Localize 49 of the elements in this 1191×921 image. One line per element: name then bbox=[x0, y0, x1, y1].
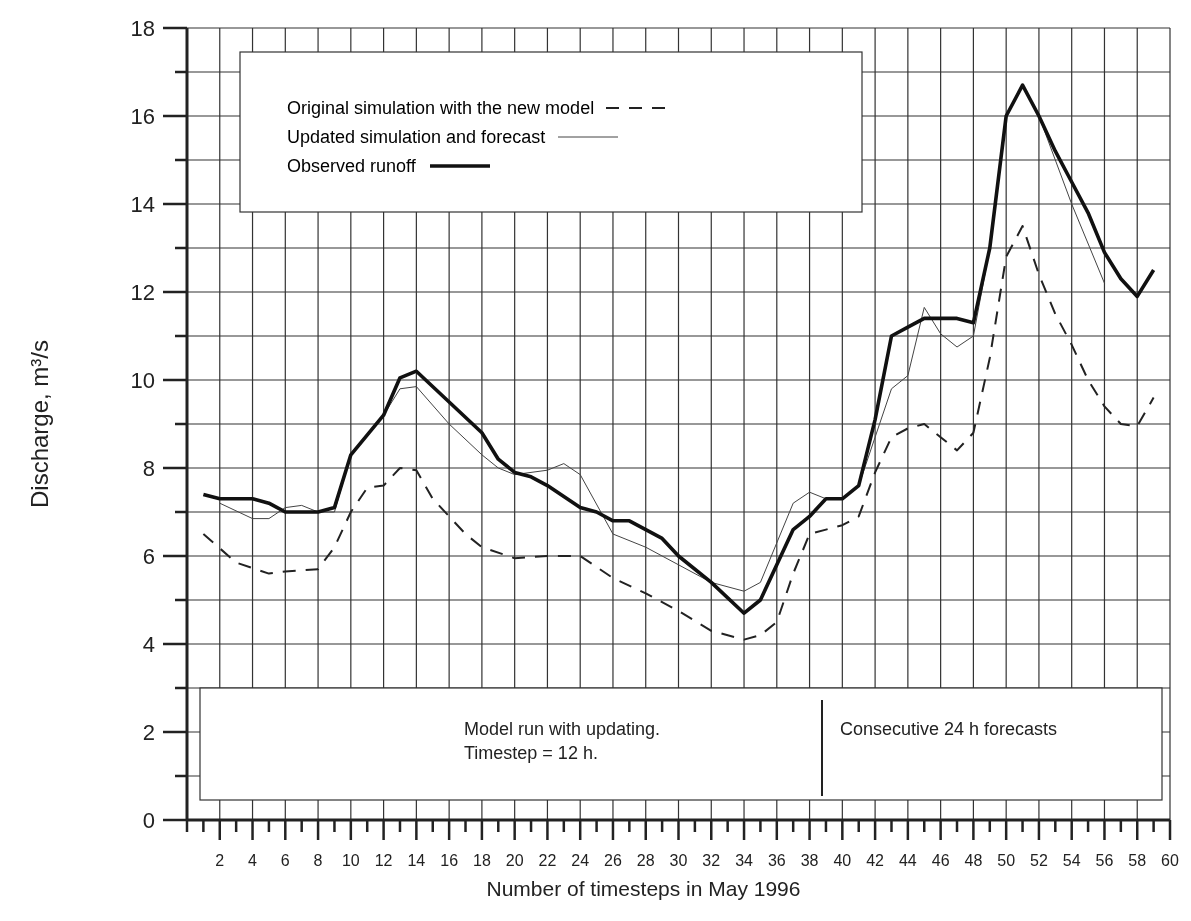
x-tick-label: 42 bbox=[866, 852, 885, 869]
x-tick-label: 12 bbox=[374, 852, 393, 869]
x-tick-label: 14 bbox=[407, 852, 426, 869]
x-tick-label: 50 bbox=[997, 852, 1016, 869]
x-tick-label: 52 bbox=[1030, 852, 1048, 869]
x-tick-label: 22 bbox=[538, 852, 557, 869]
y-tick-label: 0 bbox=[142, 807, 155, 833]
x-tick-label: 38 bbox=[800, 852, 819, 869]
x-tick-label: 26 bbox=[604, 852, 622, 869]
line-series bbox=[202, 225, 1155, 641]
x-tick-label: 18 bbox=[473, 852, 491, 869]
x-tick-label: 40 bbox=[833, 852, 852, 869]
x-tick-label: 16 bbox=[440, 852, 459, 869]
y-tick-label: 4 bbox=[142, 631, 155, 657]
y-tick-label: 12 bbox=[130, 279, 155, 305]
x-tick-label: 4 bbox=[248, 852, 258, 869]
legend-label: Updated simulation and forecast bbox=[287, 127, 546, 147]
x-tick-label: 30 bbox=[669, 852, 688, 869]
y-tick-label: 18 bbox=[130, 15, 155, 41]
x-tick-label: 8 bbox=[313, 852, 323, 869]
y-tick-label: 10 bbox=[130, 367, 155, 393]
annotation: Consecutive 24 h forecasts bbox=[840, 719, 1058, 739]
y-tick-label: 16 bbox=[130, 103, 155, 129]
x-tick-label: 6 bbox=[280, 852, 290, 869]
x-tick-label: 48 bbox=[964, 852, 983, 869]
x-tick-label: 46 bbox=[931, 852, 950, 869]
legend-label: Original simulation with the new model bbox=[287, 98, 595, 118]
note-box: Model run with updating. Timestep = 12 h. Consecutive 24 h forecasts bbox=[199, 687, 1163, 801]
x-tick-label: 60 bbox=[1161, 852, 1179, 869]
x-axis-title: Number of timesteps in May 1996 bbox=[486, 877, 801, 900]
y-tick-label: 8 bbox=[142, 455, 155, 481]
x-tick-label: 24 bbox=[571, 852, 590, 869]
x-tick-label: 36 bbox=[767, 852, 786, 869]
x-tick-label: 20 bbox=[505, 852, 524, 869]
x-tick-label: 10 bbox=[341, 852, 360, 869]
y-axis-title: Discharge, m³/s bbox=[26, 339, 53, 509]
annotation: Model run with updating. Timestep = 12 h. bbox=[464, 719, 661, 763]
y-tick-label: 2 bbox=[142, 719, 155, 745]
x-tick-label: 32 bbox=[702, 852, 721, 869]
x-tick-label: 34 bbox=[735, 852, 754, 869]
x-tick-label: 54 bbox=[1062, 852, 1081, 869]
y-tick-label: 14 bbox=[130, 191, 155, 217]
y-tick-label: 6 bbox=[142, 543, 155, 569]
x-tick-label: 58 bbox=[1128, 852, 1147, 869]
x-tick-label: 2 bbox=[215, 852, 225, 869]
x-tick-label: 56 bbox=[1095, 852, 1114, 869]
x-tick-label: 44 bbox=[898, 852, 917, 869]
x-tick-label: 28 bbox=[636, 852, 655, 869]
legend-label: Observed runoff bbox=[287, 156, 417, 176]
